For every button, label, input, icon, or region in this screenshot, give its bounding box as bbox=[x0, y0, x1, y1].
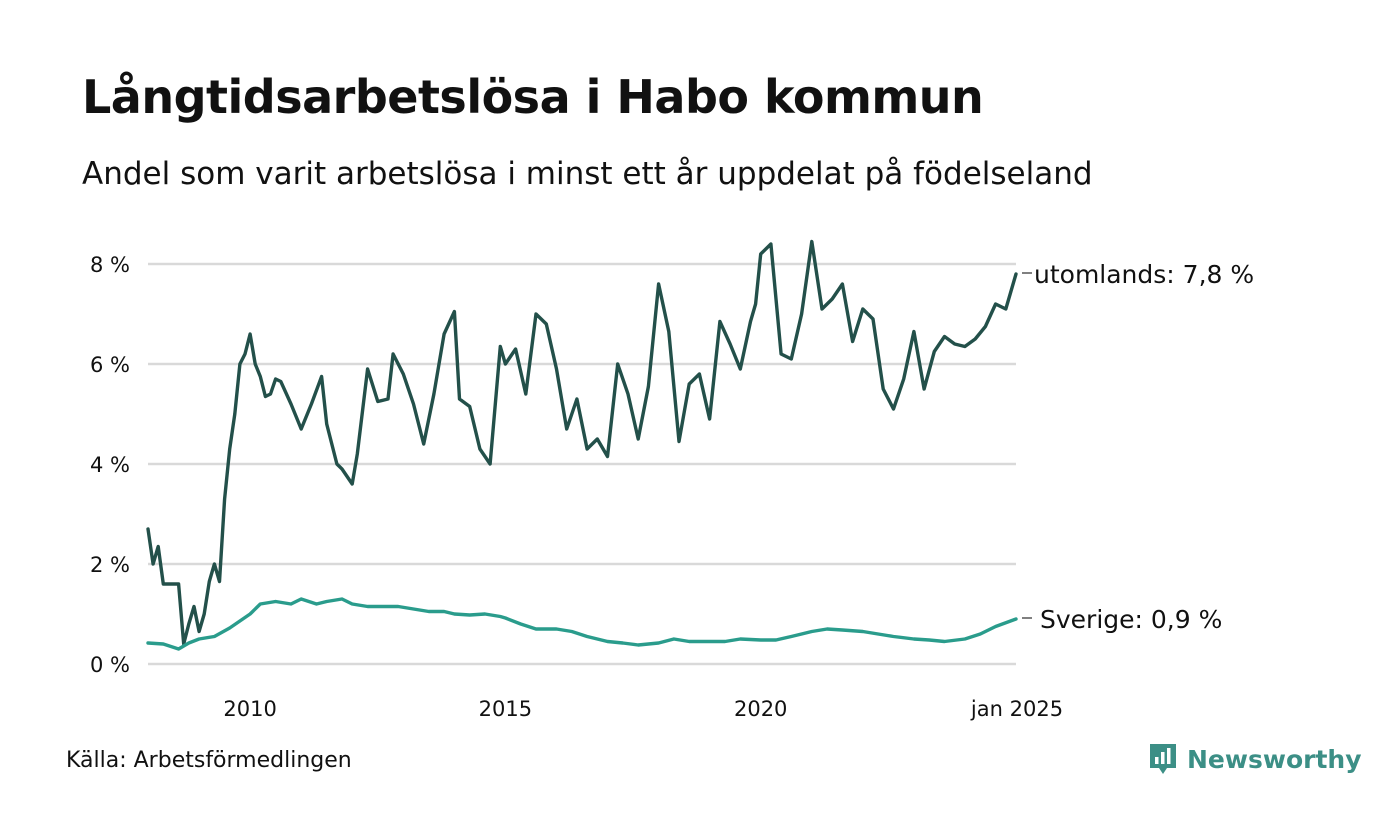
brand-logo: Newsworthy bbox=[1148, 742, 1362, 776]
series-end-labels: utomlands: 7,8 % Sverige: 0,9 % bbox=[1022, 260, 1254, 634]
series-lines bbox=[146, 239, 1018, 651]
x-tick-label: 2015 bbox=[479, 697, 532, 721]
y-tick-label: 4 % bbox=[90, 453, 130, 477]
bar-chart-speech-icon bbox=[1150, 744, 1176, 774]
gridlines bbox=[148, 262, 1016, 666]
end-label-utomlands: utomlands: 7,8 % bbox=[1034, 260, 1254, 289]
y-tick-label: 6 % bbox=[90, 353, 130, 377]
x-tick-label: 2010 bbox=[223, 697, 276, 721]
x-tick-label: jan 2025 bbox=[970, 697, 1063, 721]
brand-name: Newsworthy bbox=[1187, 744, 1362, 774]
end-label-sverige: Sverige: 0,9 % bbox=[1040, 605, 1222, 634]
axis-labels: 0 % 2 % 4 % 6 % 8 % 2010 2015 2020 jan 2025 bbox=[90, 253, 1063, 721]
y-tick-label: 2 % bbox=[90, 553, 130, 577]
series-line-sverige bbox=[146, 597, 1018, 651]
y-tick-label: 0 % bbox=[90, 653, 130, 677]
series-line-utomlands bbox=[146, 239, 1018, 646]
source-note: Källa: Arbetsförmedlingen bbox=[66, 748, 352, 773]
x-tick-label: 2020 bbox=[734, 697, 787, 721]
y-tick-label: 8 % bbox=[90, 253, 130, 277]
chart-subtitle: Andel som varit arbetslösa i minst ett å… bbox=[82, 156, 1093, 192]
chart-title: Långtidsarbetslösa i Habo kommun bbox=[82, 70, 984, 124]
